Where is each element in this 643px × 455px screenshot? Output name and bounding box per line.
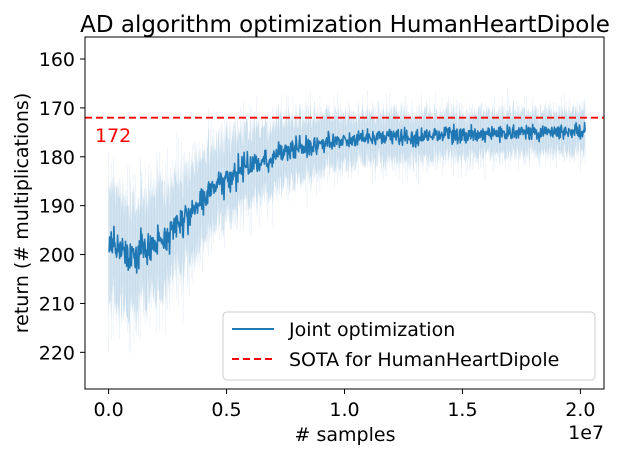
legend-box: [222, 311, 596, 381]
y-tick-label: 190: [39, 196, 75, 218]
x-axis: 0.0 0.5 1.0 1.5 2.0: [93, 389, 596, 421]
x-tick-label: 0.5: [211, 399, 241, 421]
chart-title: AD algorithm optimization HumanHeartDipo…: [80, 12, 610, 38]
legend-label-joint: Joint optimization: [288, 319, 455, 341]
x-axis-offset-label: 1e7: [568, 422, 604, 444]
y-tick-label: 220: [39, 342, 75, 364]
y-tick-label: 180: [39, 147, 75, 169]
y-axis: 160 170 180 190 200 210 220: [39, 49, 85, 364]
x-tick-label: 2.0: [565, 399, 595, 421]
sota-value-annotation: 172: [95, 125, 131, 147]
joint-optimization-line: [108, 121, 586, 274]
x-tick-label: 0.0: [93, 399, 123, 421]
x-axis-label: # samples: [295, 424, 396, 446]
y-tick-label: 160: [39, 49, 75, 71]
y-tick-label: 170: [39, 98, 75, 120]
y-tick-label: 200: [39, 245, 75, 267]
y-axis-label: return (# multiplications): [11, 93, 33, 333]
plot-area: [85, 89, 604, 354]
joint-optimization-band: [108, 95, 586, 339]
x-tick-label: 1.5: [447, 399, 477, 421]
y-tick-label: 210: [39, 293, 75, 315]
legend-label-sota: SOTA for HumanHeartDipole: [289, 349, 559, 371]
x-tick-label: 1.0: [329, 399, 359, 421]
legend: Joint optimization SOTA for HumanHeartDi…: [222, 311, 596, 381]
